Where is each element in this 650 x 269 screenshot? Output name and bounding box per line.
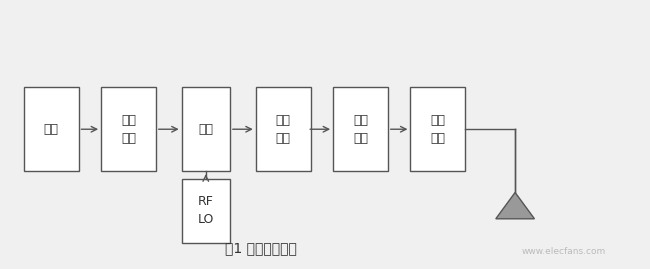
Bar: [333, 87, 388, 171]
Text: 线性
功效: 线性 功效: [276, 114, 291, 145]
Text: 调制: 调制: [198, 123, 213, 136]
Bar: [181, 179, 230, 243]
Text: 匹配
网络: 匹配 网络: [430, 114, 445, 145]
Bar: [410, 87, 465, 171]
Text: 末级
功效: 末级 功效: [353, 114, 368, 145]
Text: 图1 发射系统框图: 图1 发射系统框图: [225, 242, 296, 256]
Text: www.elecfans.com: www.elecfans.com: [521, 247, 606, 256]
Bar: [181, 87, 230, 171]
Bar: [23, 87, 79, 171]
Text: RF
LO: RF LO: [198, 195, 214, 226]
Text: 基带
放大: 基带 放大: [121, 114, 136, 145]
Bar: [101, 87, 156, 171]
Bar: [255, 87, 311, 171]
Polygon shape: [496, 192, 534, 219]
Text: 信源: 信源: [44, 123, 58, 136]
